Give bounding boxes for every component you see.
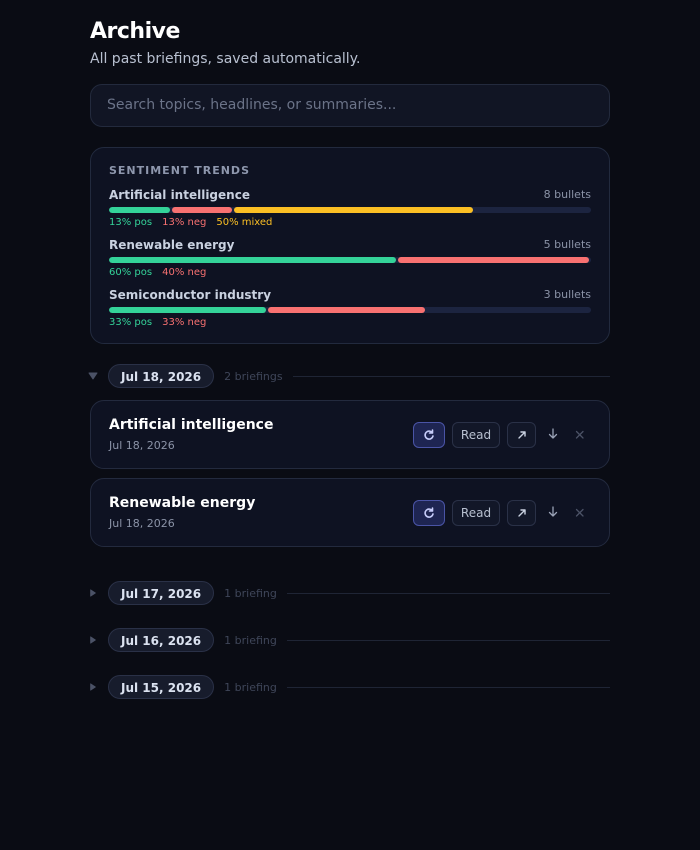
page-title: Archive <box>90 19 180 44</box>
regenerate-button[interactable] <box>413 422 445 448</box>
sentiment-segment <box>109 307 267 313</box>
topic-name: Semiconductor industry <box>109 288 272 302</box>
icon <box>424 507 434 518</box>
icon <box>90 589 96 597</box>
icon <box>90 683 96 691</box>
icon <box>424 429 434 440</box>
date-pill[interactable]: Jul 18, 2026 <box>108 364 215 388</box>
topic-name: Renewable energy <box>109 238 235 252</box>
briefing-count: 1 briefing <box>224 587 277 600</box>
sentiment-bar <box>109 207 591 213</box>
segment-label: 40% neg <box>162 267 207 278</box>
search-box[interactable]: Search topics, headlines, or summaries..… <box>90 84 610 127</box>
date-pill[interactable]: Jul 15, 2026 <box>108 675 215 699</box>
sentiment-title: SENTIMENT TRENDS <box>109 164 250 177</box>
divider <box>292 376 610 377</box>
briefing-title: Renewable energy <box>109 495 256 511</box>
briefing-count: 2 briefings <box>224 370 283 383</box>
topic-count: 3 bullets <box>543 288 591 301</box>
icon <box>88 372 98 380</box>
segment-label: 33% pos <box>109 317 153 328</box>
segment-label: 50% mixed <box>216 217 273 228</box>
delete-button[interactable] <box>573 428 587 442</box>
search-placeholder: Search topics, headlines, or summaries..… <box>107 97 397 113</box>
sentiment-card: SENTIMENT TRENDS Artificial intelligence… <box>90 147 610 344</box>
read-button[interactable]: Read <box>452 422 500 448</box>
segment-label: 33% neg <box>162 317 207 328</box>
segment-label: 13% pos <box>109 217 153 228</box>
download-button[interactable] <box>546 428 560 442</box>
icon <box>518 431 526 439</box>
date-pill[interactable]: Jul 16, 2026 <box>108 628 215 652</box>
open-button[interactable] <box>507 422 536 448</box>
sentiment-segment <box>268 307 426 313</box>
icon <box>575 508 584 517</box>
date-pill[interactable]: Jul 17, 2026 <box>108 581 215 605</box>
briefing-date: Jul 18, 2026 <box>109 517 175 530</box>
briefing-date: Jul 18, 2026 <box>109 439 175 452</box>
delete-button[interactable] <box>573 506 587 520</box>
sentiment-segment <box>234 207 474 213</box>
icon <box>548 428 558 439</box>
briefing-card: Renewable energy Jul 18, 2026 Read <box>90 478 610 547</box>
page-subtitle: All past briefings, saved automatically. <box>90 51 361 67</box>
topic-count: 8 bullets <box>543 188 591 201</box>
sentiment-segment <box>109 257 397 263</box>
segment-label: 60% pos <box>109 267 153 278</box>
sentiment-bar <box>109 257 591 263</box>
sentiment-segment <box>109 207 170 213</box>
read-button[interactable]: Read <box>452 500 500 526</box>
icon <box>575 430 584 439</box>
open-button[interactable] <box>507 500 536 526</box>
divider <box>286 593 610 594</box>
sentiment-bar <box>109 307 591 313</box>
topic-name: Artificial intelligence <box>109 188 250 202</box>
icon <box>90 636 96 644</box>
icon <box>548 506 558 517</box>
divider <box>286 640 610 641</box>
briefing-card: Artificial intelligence Jul 18, 2026 Read <box>90 400 610 469</box>
sentiment-segment <box>171 207 233 213</box>
briefing-count: 1 briefing <box>224 681 277 694</box>
regenerate-button[interactable] <box>413 500 445 526</box>
sentiment-segment <box>398 257 589 263</box>
briefing-count: 1 briefing <box>224 634 277 647</box>
topic-count: 5 bullets <box>543 238 591 251</box>
briefing-title: Artificial intelligence <box>109 417 274 433</box>
divider <box>286 687 610 688</box>
download-button[interactable] <box>546 506 560 520</box>
segment-label: 13% neg <box>162 217 207 228</box>
icon <box>518 509 526 517</box>
